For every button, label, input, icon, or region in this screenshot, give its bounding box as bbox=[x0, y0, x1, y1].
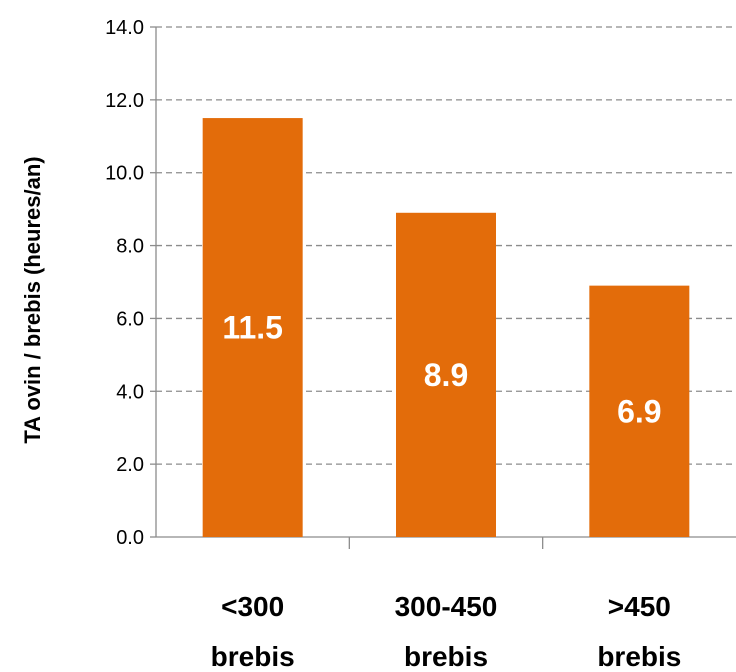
y-tick-label: 2.0 bbox=[116, 454, 144, 476]
bars: 11.5 8.9 6.9 bbox=[202, 118, 690, 538]
x-category-label: 300-450 brebis bbox=[395, 591, 498, 672]
y-tick-label: 0.0 bbox=[116, 527, 144, 549]
y-tick-label: 14.0 bbox=[105, 17, 144, 39]
y-axis-title: TA ovin / brebis (heures/an) bbox=[20, 156, 45, 443]
y-tick-label: 10.0 bbox=[105, 163, 144, 185]
y-tick-labels: 0.0 2.0 4.0 6.0 8.0 10.0 12.0 14.0 bbox=[105, 17, 144, 549]
y-tick-label: 4.0 bbox=[116, 381, 144, 403]
x-category-label: >450 brebis bbox=[597, 591, 681, 672]
y-tick-label: 12.0 bbox=[105, 90, 144, 112]
bar bbox=[202, 118, 303, 538]
bar-data-label: 11.5 bbox=[222, 310, 283, 346]
x-category-label: <300 brebis bbox=[211, 591, 295, 672]
bar-data-label: 8.9 bbox=[424, 357, 468, 393]
bar bbox=[589, 285, 690, 537]
bar bbox=[396, 212, 496, 538]
y-tick-label: 6.0 bbox=[116, 308, 144, 330]
bar-data-label: 6.9 bbox=[617, 393, 661, 429]
x-category-labels: <300 brebis 300-450 brebis >450 brebis bbox=[211, 591, 682, 672]
y-tick-label: 8.0 bbox=[116, 236, 144, 258]
